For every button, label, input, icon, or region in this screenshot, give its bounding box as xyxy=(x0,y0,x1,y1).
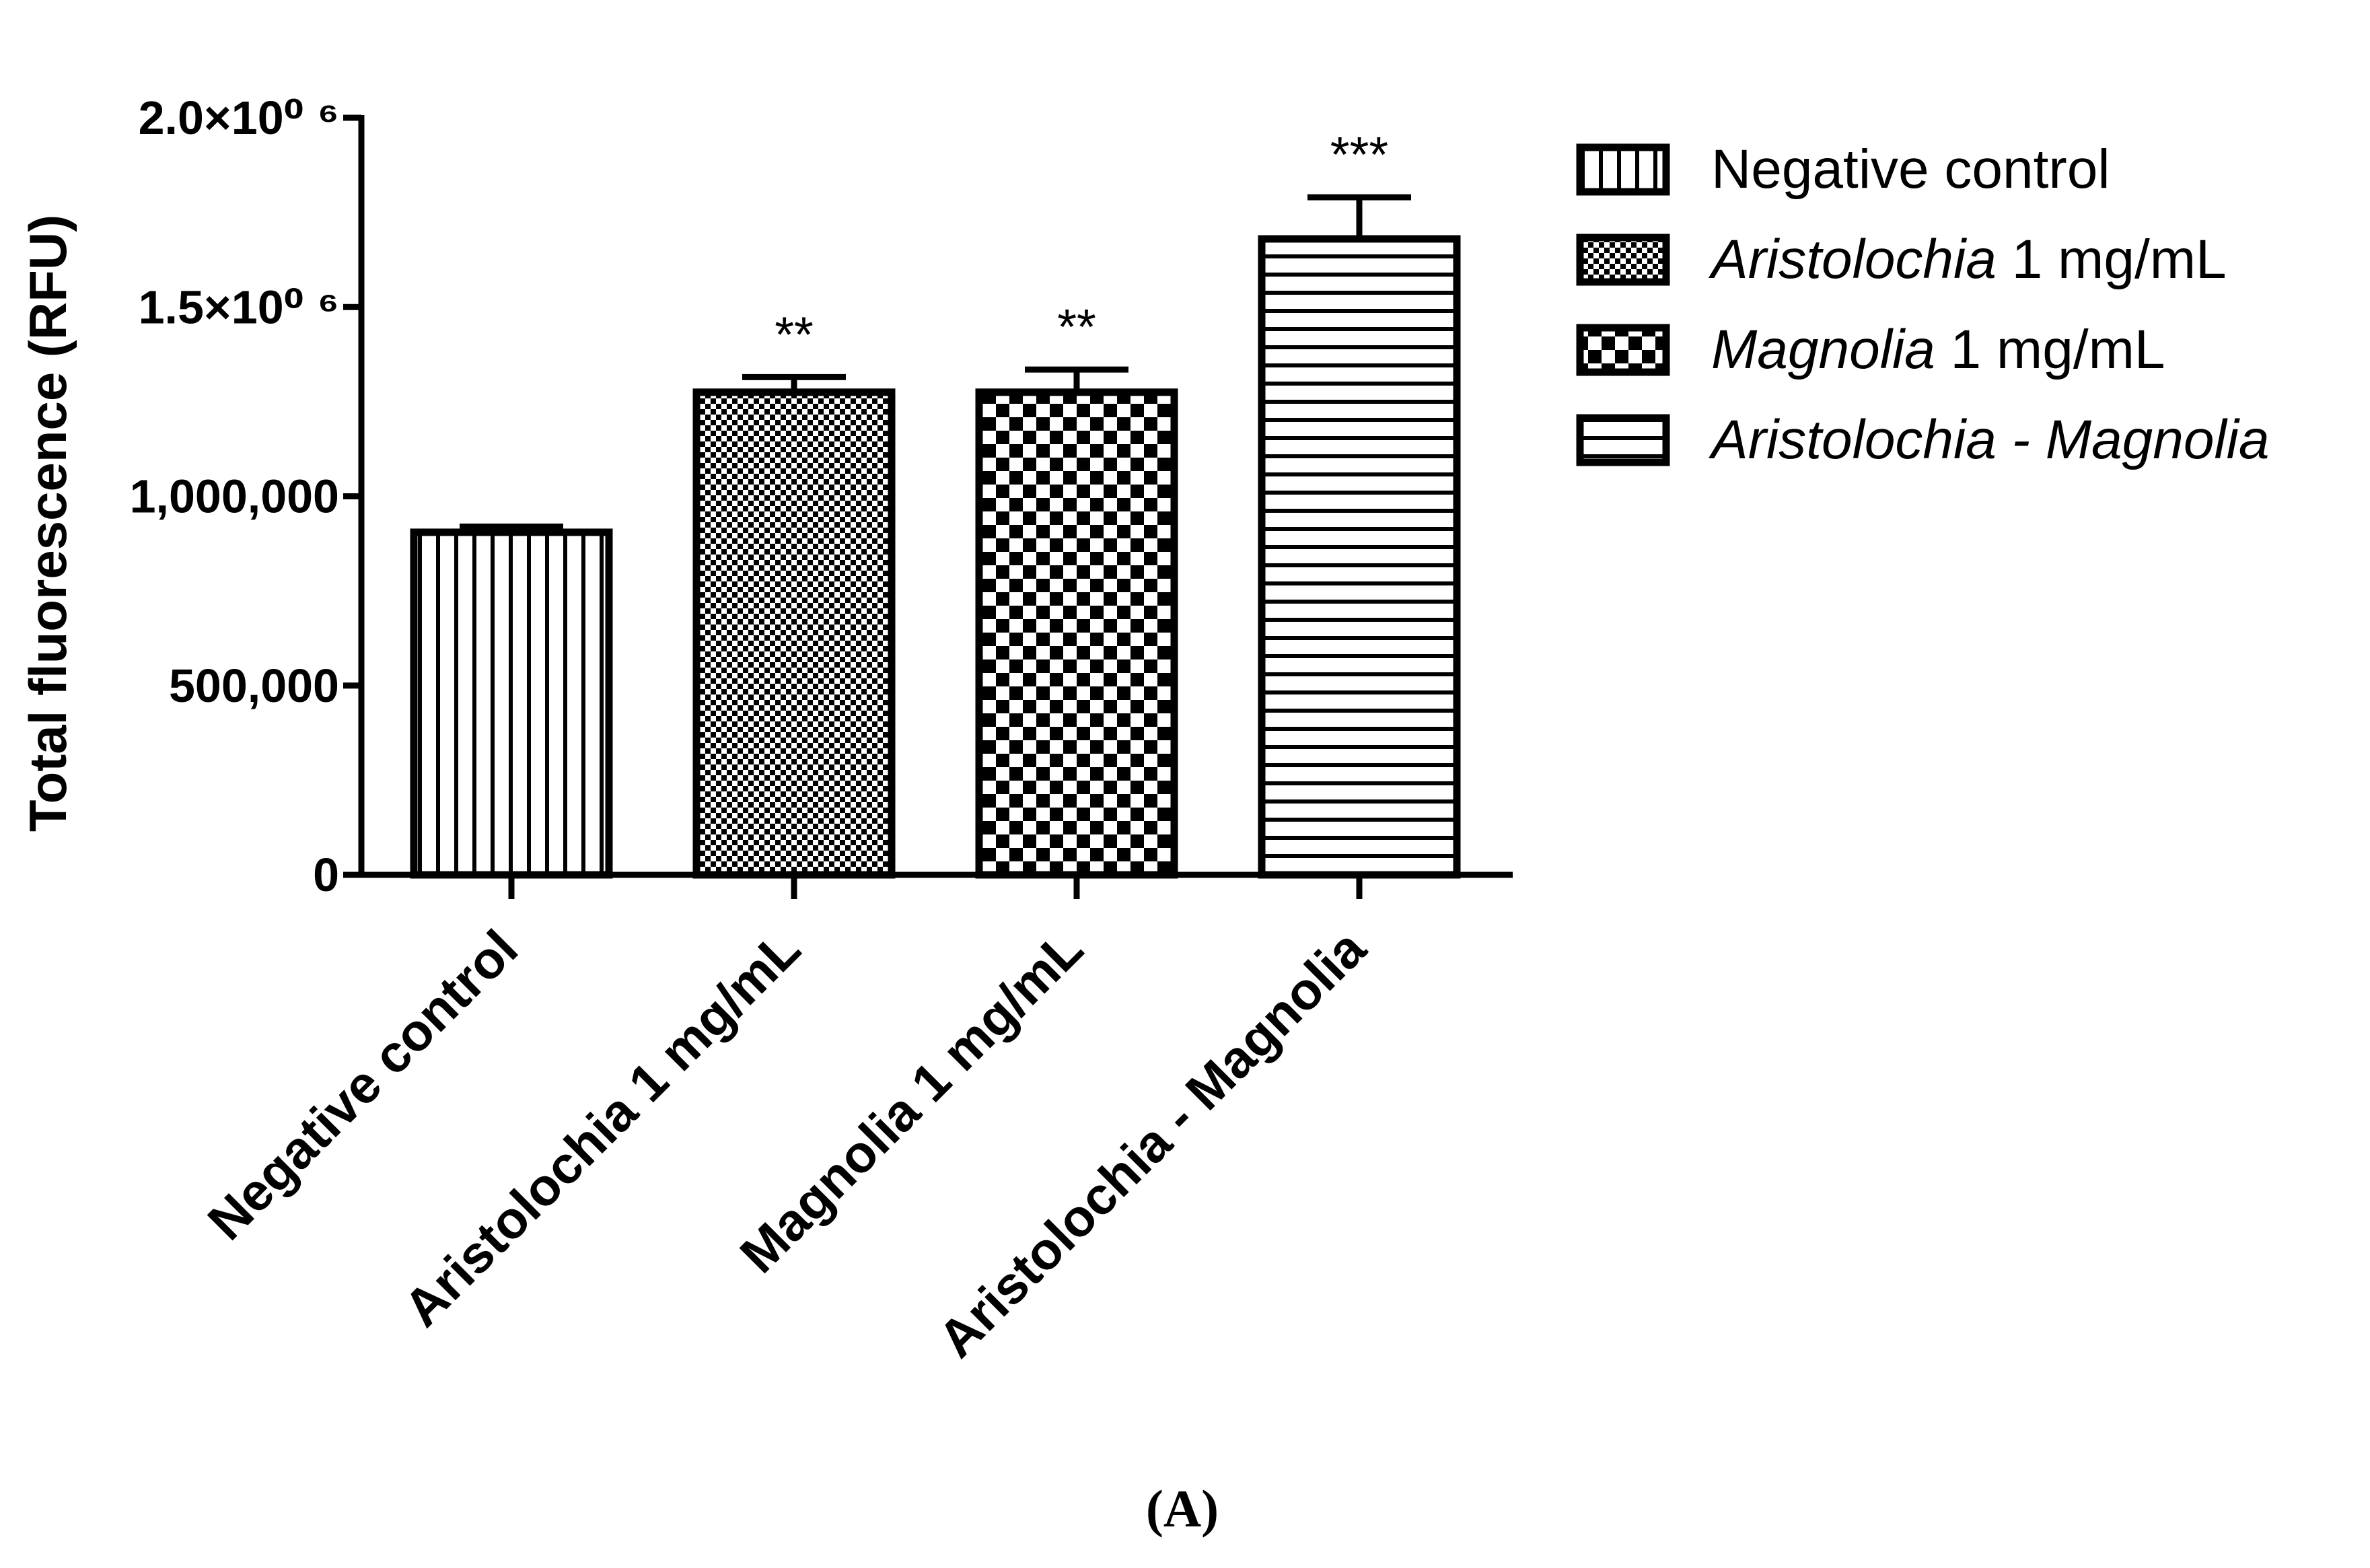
legend-label-italic: Aristolochia - Magnolia xyxy=(1708,409,2270,470)
bars: ** ***** xyxy=(410,127,1461,879)
y-tick-label: 1,000,000 xyxy=(130,470,339,523)
legend-swatch xyxy=(1576,143,1670,196)
legend-label: Aristolochia - Magnolia xyxy=(1708,409,2270,470)
legend-label-text: 1 mg/mL xyxy=(1997,229,2227,290)
bar-3 xyxy=(975,388,1178,879)
legend-label: Negative control xyxy=(1711,139,2110,200)
axes: 0 500,000 1,000,000 1.5×10⁰ ⁶ 2.0×10⁰ ⁶ Total… xyxy=(18,92,1513,901)
panel-label: (A) xyxy=(1146,1479,1219,1538)
y-tick-label: 2.0×10⁰ ⁶ xyxy=(139,92,339,144)
legend-label-text: 1 mg/mL xyxy=(1935,319,2165,380)
y-tick-label: 0 xyxy=(313,849,339,901)
y-tick-label: 1.5×10⁰ ⁶ xyxy=(139,281,339,333)
x-category-label: Negative control xyxy=(196,919,529,1251)
bar-2 xyxy=(692,388,896,879)
significance-marker: ** xyxy=(1057,299,1096,355)
legend-swatch xyxy=(1576,414,1670,466)
legend-label: Magnolia 1 mg/mL xyxy=(1711,319,2165,380)
legend-swatch xyxy=(1576,324,1670,376)
significance-marker: ** xyxy=(775,306,814,362)
y-axis-title: Total fluorescence (RFU) xyxy=(18,215,77,832)
bar-1 xyxy=(410,528,613,879)
y-tick-label: 500,000 xyxy=(169,660,339,712)
bar-4 xyxy=(1258,235,1461,879)
legend-label-text: Negative control xyxy=(1711,139,2110,200)
legend-label-italic: Aristolochia xyxy=(1708,229,1997,290)
significance-marker: *** xyxy=(1330,127,1388,182)
legend-label-italic: Magnolia xyxy=(1711,319,1935,380)
legend-swatch xyxy=(1576,234,1670,286)
legend-label: Aristolochia 1 mg/mL xyxy=(1708,229,2227,290)
